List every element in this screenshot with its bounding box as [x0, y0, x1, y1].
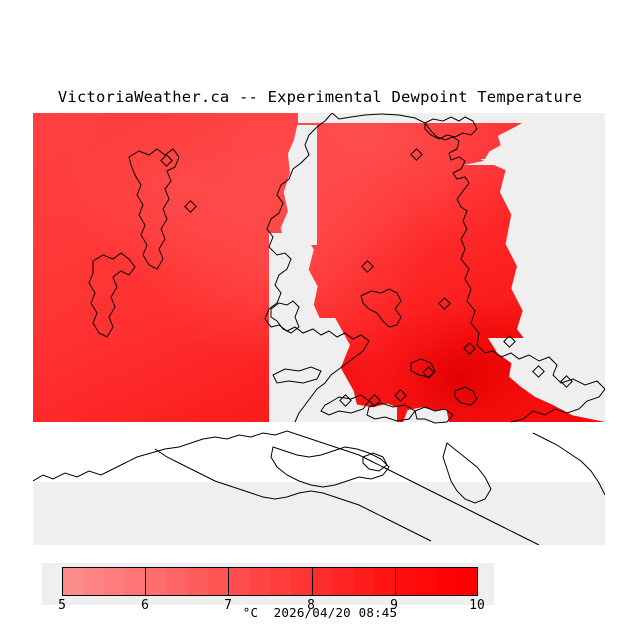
- colorbar-segment: [228, 568, 250, 595]
- colorbar-segment: [394, 568, 415, 595]
- colorbar[interactable]: [62, 567, 478, 596]
- colorbar-segment: [166, 568, 188, 595]
- colorbar-segment: [187, 568, 208, 595]
- colorbar-segment: [63, 568, 84, 595]
- colorbar-segment: [145, 568, 167, 595]
- colorbar-segment: [270, 568, 291, 595]
- colorbar-caption: °C 2026/04/20 08:45: [242, 605, 398, 620]
- colorbar-segment: [435, 568, 457, 595]
- colorbar-segment: [311, 568, 333, 595]
- colorbar-segment: [249, 568, 271, 595]
- colorbar-segment: [104, 568, 126, 595]
- weather-map-panel[interactable]: [33, 113, 605, 545]
- colorbar-segment: [414, 568, 436, 595]
- colorbar-segment: [352, 568, 374, 595]
- colorbar-segment: [290, 568, 312, 595]
- colorbar-segment: [456, 568, 477, 595]
- page-title: VictoriaWeather.ca -- Experimental Dewpo…: [57, 88, 583, 106]
- colorbar-segment: [332, 568, 353, 595]
- colorbar-segment: [207, 568, 229, 595]
- colorbar-segment: [373, 568, 395, 595]
- analysis-domain: [33, 113, 605, 422]
- colorbar-segment: [83, 568, 105, 595]
- colorbar-segment: [125, 568, 146, 595]
